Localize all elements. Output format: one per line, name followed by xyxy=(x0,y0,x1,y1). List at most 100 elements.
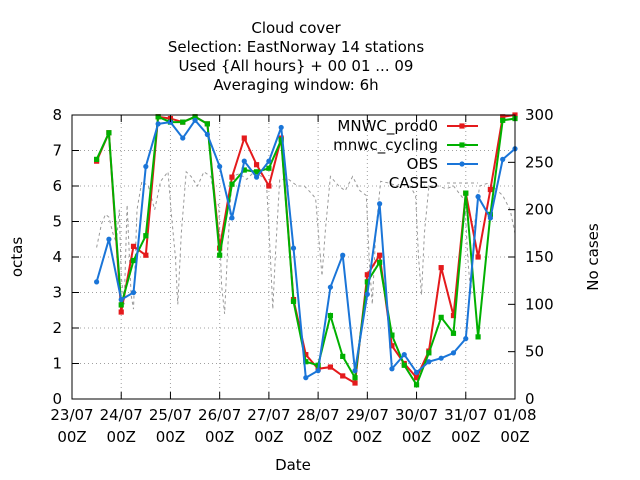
data-point-mnwc-cycling xyxy=(364,279,370,285)
data-point-mnwc-cycling xyxy=(241,167,247,173)
x-tick-label: 00Z xyxy=(500,428,529,446)
x-tick-label: 00Z xyxy=(205,428,234,446)
data-point-obs xyxy=(487,215,493,221)
data-point-obs xyxy=(450,350,457,356)
data-point-mnwc-prod0 xyxy=(389,343,395,349)
title-line: Selection: EastNorway 14 stations xyxy=(168,38,424,56)
grid xyxy=(72,115,515,399)
data-point-mnwc-cycling xyxy=(94,156,100,162)
x-tick-label: 00Z xyxy=(451,428,480,446)
x-tick-label: 00Z xyxy=(402,428,431,446)
series-layer xyxy=(94,112,518,388)
data-point-obs xyxy=(143,163,149,170)
data-point-obs xyxy=(377,201,383,207)
data-point-mnwc-prod0 xyxy=(352,380,358,386)
x-tick-label: 00Z xyxy=(156,428,185,446)
data-point-obs xyxy=(204,131,210,138)
data-point-mnwc-cycling xyxy=(192,114,198,120)
data-point-mnwc-cycling xyxy=(106,130,112,136)
data-point-obs xyxy=(438,355,444,361)
legend-marker-obs xyxy=(459,161,465,167)
data-point-obs xyxy=(155,121,161,127)
data-point-mnwc-cycling xyxy=(118,302,124,308)
data-point-mnwc-cycling xyxy=(413,382,420,388)
y2-tick-label: 0 xyxy=(525,390,535,408)
legend-label-mnwc-cycling: mnwc_cycling xyxy=(333,136,438,155)
x-tick-label: 24/07 xyxy=(100,406,143,424)
data-point-mnwc-prod0 xyxy=(340,373,346,379)
data-point-obs xyxy=(229,215,235,221)
data-point-obs xyxy=(500,156,506,162)
x-tick-label: 29/07 xyxy=(346,406,389,424)
y2-tick-label: 100 xyxy=(525,295,554,313)
data-point-mnwc-cycling xyxy=(463,190,469,196)
data-point-mnwc-prod0 xyxy=(118,309,124,315)
y-tick-label: 2 xyxy=(52,319,62,337)
data-point-mnwc-cycling xyxy=(438,314,444,320)
data-point-mnwc-prod0 xyxy=(413,375,420,381)
y-tick-label: 5 xyxy=(52,213,62,231)
data-point-mnwc-cycling xyxy=(229,181,235,187)
data-point-mnwc-cycling xyxy=(500,117,506,123)
data-point-obs xyxy=(401,352,407,358)
data-point-obs xyxy=(167,119,174,125)
series-line-mnwc-prod0 xyxy=(95,114,516,385)
x-tick-label: 23/07 xyxy=(50,406,93,424)
x-tick-label: 00Z xyxy=(254,428,283,446)
data-point-obs xyxy=(266,158,272,164)
data-point-obs xyxy=(253,174,260,180)
data-point-mnwc-cycling xyxy=(180,119,186,125)
data-point-mnwc-prod0 xyxy=(438,265,444,271)
data-point-mnwc-cycling xyxy=(450,330,457,336)
y2-tick-label: 250 xyxy=(525,153,554,171)
x-tick-label: 25/07 xyxy=(149,406,192,424)
data-point-mnwc-prod0 xyxy=(241,135,247,141)
data-point-mnwc-cycling xyxy=(352,375,358,381)
data-point-obs xyxy=(413,369,420,375)
x-tick-label: 00Z xyxy=(303,428,332,446)
data-point-mnwc-cycling xyxy=(475,334,481,340)
data-point-mnwc-cycling xyxy=(377,259,383,265)
data-point-mnwc-prod0 xyxy=(253,162,260,168)
data-point-mnwc-cycling xyxy=(303,359,309,365)
legend-marker-mnwc-cycling xyxy=(459,142,465,148)
data-point-obs xyxy=(118,297,124,303)
data-point-obs xyxy=(315,368,321,374)
x-axis-label: Date xyxy=(275,456,311,474)
data-point-mnwc-prod0 xyxy=(229,174,235,180)
data-point-obs xyxy=(94,279,100,285)
data-point-mnwc-cycling xyxy=(204,121,210,127)
data-point-mnwc-cycling xyxy=(389,332,395,338)
data-point-obs xyxy=(352,368,358,374)
data-point-obs xyxy=(303,375,309,381)
data-point-mnwc-prod0 xyxy=(303,352,309,358)
data-point-obs xyxy=(426,359,432,365)
axis-ticks: 23/07 00Z 24/07 00Z 25/07 00Z 26/07 00Z 27/07 00Z… xyxy=(50,106,553,446)
data-point-obs xyxy=(290,245,297,251)
data-point-mnwc-prod0 xyxy=(475,254,481,260)
data-point-mnwc-prod0 xyxy=(450,312,457,319)
data-point-obs xyxy=(475,194,481,200)
data-point-mnwc-cycling xyxy=(253,169,260,175)
y-tick-label: 8 xyxy=(52,106,62,124)
title-line: Used {All hours} + 00 01 ... 09 xyxy=(179,57,414,75)
data-point-mnwc-prod0 xyxy=(130,243,137,249)
legend-label-mnwc-prod0: MNWC_prod0 xyxy=(337,117,438,136)
data-point-obs xyxy=(130,289,137,296)
x-tick-label: 01/08 xyxy=(493,406,536,424)
y-tick-label: 6 xyxy=(52,177,62,195)
data-point-mnwc-prod0 xyxy=(327,364,334,370)
data-point-obs xyxy=(327,284,334,290)
data-point-obs xyxy=(192,117,198,123)
y2-tick-label: 50 xyxy=(525,343,544,361)
data-point-mnwc-prod0 xyxy=(364,272,370,278)
series-line-cases xyxy=(96,170,516,314)
data-point-mnwc-prod0 xyxy=(377,252,383,258)
data-point-obs xyxy=(106,236,112,242)
data-point-mnwc-cycling xyxy=(143,233,149,239)
y-tick-label: 4 xyxy=(52,248,62,266)
x-tick-label: 28/07 xyxy=(296,406,339,424)
data-point-mnwc-cycling xyxy=(130,257,137,264)
